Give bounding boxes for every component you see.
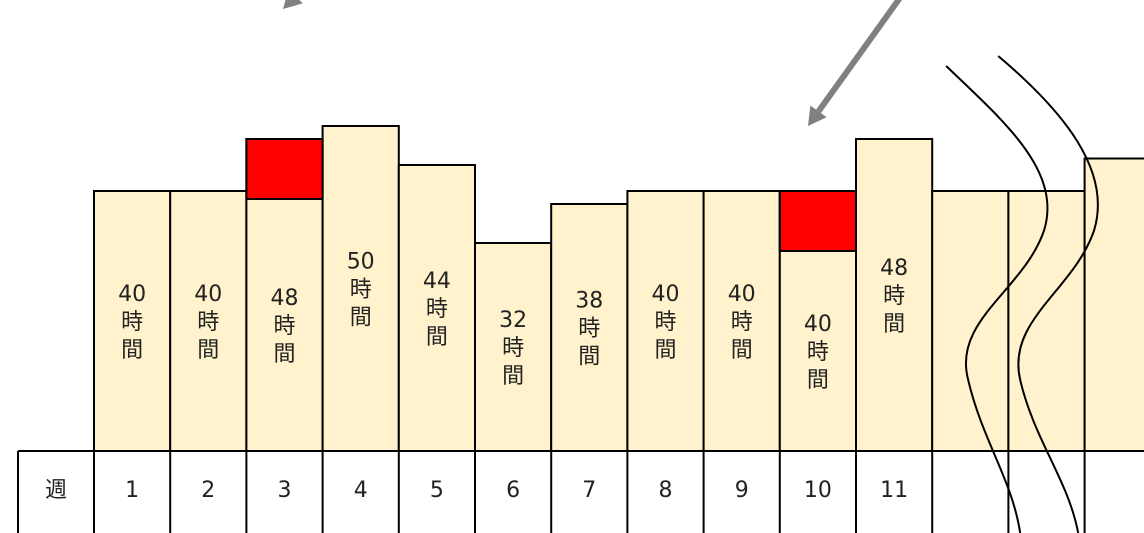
- bar-label-unit: 時: [197, 310, 219, 335]
- bar-label-unit: 時: [883, 284, 905, 309]
- bars-layer: 40時間40時間48時間50時間44時間32時間38時間40時間40時間40時間…: [93, 125, 1144, 452]
- bar-label-value: 40: [804, 312, 832, 337]
- excess-layer: [245, 138, 857, 252]
- bar-week-9: [702, 190, 781, 452]
- bar-label-unit: 間: [654, 338, 676, 363]
- bar-label-unit: 時: [807, 340, 829, 365]
- arrow-week-10: [808, 0, 903, 126]
- bar-label-value: 38: [575, 289, 603, 314]
- week-number: 11: [880, 478, 908, 503]
- bar-label-unit: 間: [578, 345, 600, 370]
- bar-label-unit: 間: [121, 338, 143, 363]
- bar-label-unit: 間: [273, 342, 295, 367]
- break-marks: [945, 55, 1099, 533]
- week-number: 8: [659, 478, 673, 503]
- excess-block-week-10: [778, 190, 857, 252]
- week-table: 週 1 2 3 4 5 6 7 8 9 10 11: [17, 450, 1144, 533]
- week-header-label: 週: [45, 478, 67, 503]
- bar-label-unit: 間: [197, 338, 219, 363]
- bar-label-value: 48: [271, 286, 299, 311]
- week-number: 3: [278, 478, 292, 503]
- bar-label-unit: 間: [350, 306, 372, 331]
- bar-week-14: [1083, 157, 1144, 452]
- bar-label-unit: 時: [273, 314, 295, 339]
- bar-label-unit: 間: [502, 364, 524, 389]
- bar-label-unit: 時: [654, 310, 676, 335]
- week-number: 1: [125, 478, 139, 503]
- bar-label-unit: 時: [502, 336, 524, 361]
- bar-label-unit: 時: [121, 310, 143, 335]
- bar-label-value: 40: [194, 282, 222, 307]
- bar-label-unit: 間: [426, 325, 448, 350]
- bar-label-unit: 時: [578, 317, 600, 342]
- week-number: 10: [804, 478, 832, 503]
- week-number: 5: [430, 478, 444, 503]
- bar-week-13: [1007, 190, 1086, 452]
- arrow-week-3: [283, 0, 303, 9]
- bar-label-value: 44: [423, 269, 451, 294]
- break-curve-2: [997, 55, 1099, 533]
- bar-label-value: 40: [118, 282, 146, 307]
- bar-label-unit: 時: [426, 297, 448, 322]
- bar-week-4: [321, 125, 400, 452]
- bar-label-unit: 時: [350, 278, 372, 303]
- bar-week-2: [169, 190, 248, 452]
- bar-label-unit: 間: [883, 312, 905, 337]
- bar-label-value: 40: [652, 282, 680, 307]
- week-number: 9: [735, 478, 749, 503]
- bar-label-unit: 時: [731, 310, 753, 335]
- bar-week-12: [931, 190, 1010, 452]
- arrows-layer: [283, 0, 903, 126]
- week-number: 4: [354, 478, 368, 503]
- bar-label-value: 40: [728, 282, 756, 307]
- break-curve-1: [945, 65, 1049, 533]
- week-number: 7: [582, 478, 596, 503]
- bar-label-value: 32: [499, 308, 527, 333]
- excess-block-week-3: [245, 138, 324, 200]
- week-number: 2: [201, 478, 215, 503]
- bar-label-value: 48: [880, 256, 908, 281]
- week-number: 6: [506, 478, 520, 503]
- bar-label-unit: 間: [731, 338, 753, 363]
- bar-label-value: 50: [347, 250, 375, 275]
- bar-week-1: [93, 190, 172, 452]
- bar-week-8: [626, 190, 705, 452]
- bar-label-unit: 間: [807, 368, 829, 393]
